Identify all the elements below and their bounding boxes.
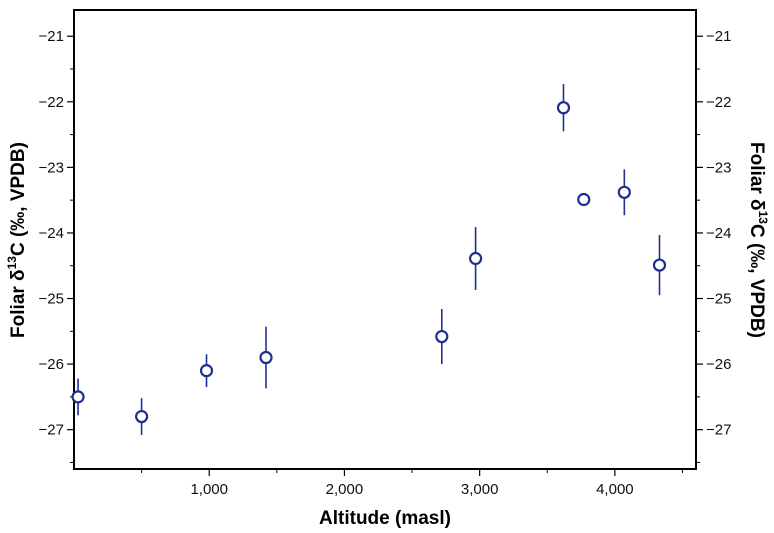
data-point (435, 329, 449, 344)
y-tick-label-right: −25 (706, 291, 731, 308)
y-tick-label-left: −27 (39, 422, 64, 439)
y-tick-label-left: −26 (39, 356, 64, 373)
y-tick-label-left: −23 (39, 159, 64, 176)
y-tick-label-right: −26 (706, 356, 731, 373)
y-tick-label-right: −21 (706, 28, 731, 45)
data-point (617, 185, 631, 199)
x-tick-label: 2,000 (326, 481, 364, 498)
x-tick-label: 4,000 (596, 481, 634, 498)
plot-frame (73, 9, 697, 470)
x-axis-title: Altitude (masl) (319, 508, 451, 529)
y-tick-label-right: −22 (706, 94, 731, 111)
data-points (71, 101, 667, 424)
data-point (259, 350, 273, 365)
data-point (652, 258, 667, 272)
axis-ticks: 1,000 2,000 3,000 4,000 −27 −27 −26 −26 −25 −25 −2… (39, 28, 732, 498)
x-tick-label: 1,000 (190, 481, 228, 498)
y-tick-label-left: −25 (39, 291, 64, 308)
y-tick-label-left: −24 (39, 225, 64, 242)
y-tick-label-left: −22 (39, 94, 64, 111)
data-point (71, 390, 85, 404)
data-point (199, 364, 214, 378)
y-tick-label-left: −21 (39, 28, 64, 45)
y-tick-label-right: −24 (706, 225, 731, 242)
y-tick-label-right: −23 (706, 159, 731, 176)
y-axis-title-right: Foliar δ13C (‰, VPDB) (746, 142, 770, 338)
data-point (577, 192, 591, 207)
x-tick-label: 3,000 (461, 481, 499, 498)
error-bars (77, 84, 661, 435)
y-tick-label-right: −27 (706, 422, 731, 439)
data-point (135, 409, 149, 424)
y-axis-title-left: Foliar δ13C (‰, VPDB) (5, 142, 29, 338)
data-point (556, 101, 571, 115)
data-point (468, 251, 483, 266)
